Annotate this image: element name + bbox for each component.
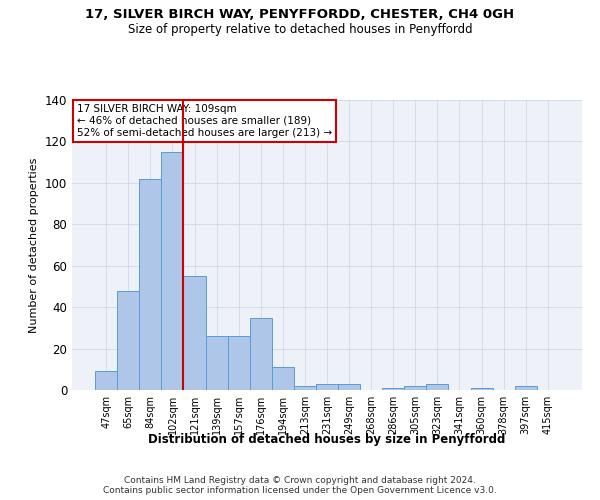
Bar xyxy=(227,336,250,390)
Bar xyxy=(139,178,161,390)
Text: 17 SILVER BIRCH WAY: 109sqm
← 46% of detached houses are smaller (189)
52% of se: 17 SILVER BIRCH WAY: 109sqm ← 46% of det… xyxy=(77,104,332,138)
Bar xyxy=(294,386,316,390)
Bar xyxy=(95,372,117,390)
Bar xyxy=(250,318,272,390)
Bar xyxy=(161,152,184,390)
Text: 17, SILVER BIRCH WAY, PENYFFORDD, CHESTER, CH4 0GH: 17, SILVER BIRCH WAY, PENYFFORDD, CHESTE… xyxy=(85,8,515,20)
Bar xyxy=(515,386,537,390)
Bar xyxy=(184,276,206,390)
Bar xyxy=(117,290,139,390)
Text: Size of property relative to detached houses in Penyffordd: Size of property relative to detached ho… xyxy=(128,22,472,36)
Text: Contains HM Land Registry data © Crown copyright and database right 2024.
Contai: Contains HM Land Registry data © Crown c… xyxy=(103,476,497,495)
Bar xyxy=(382,388,404,390)
Bar xyxy=(338,384,360,390)
Bar xyxy=(404,386,427,390)
Bar xyxy=(427,384,448,390)
Text: Distribution of detached houses by size in Penyffordd: Distribution of detached houses by size … xyxy=(148,432,506,446)
Bar xyxy=(272,367,294,390)
Bar xyxy=(470,388,493,390)
Bar xyxy=(206,336,227,390)
Bar xyxy=(316,384,338,390)
Y-axis label: Number of detached properties: Number of detached properties xyxy=(29,158,39,332)
